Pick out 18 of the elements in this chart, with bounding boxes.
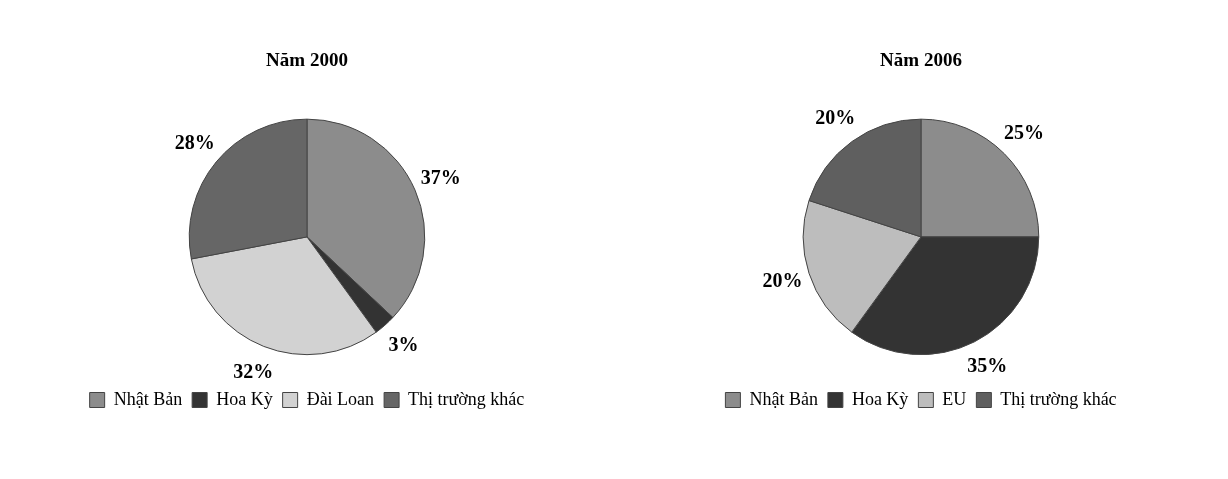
legend-label: Thị trường khác <box>408 388 525 409</box>
data-label: 37% <box>420 166 461 189</box>
data-label: 25% <box>1004 121 1045 144</box>
legend-label: EU <box>942 388 967 409</box>
data-label: 20% <box>762 269 803 292</box>
legend-label: Nhật Bản <box>749 388 818 409</box>
legend-label: Hoa Kỳ <box>851 388 909 409</box>
data-label: 28% <box>174 131 215 154</box>
data-label: 32% <box>233 359 274 382</box>
data-label: 20% <box>815 106 856 129</box>
data-label: 35% <box>967 353 1008 376</box>
legend-label: Nhật Bản <box>113 388 183 409</box>
legend-label: Thị trường khác <box>1000 388 1117 409</box>
legend-label: Đài Loan <box>306 388 375 409</box>
chart-title: Năm 2006 <box>880 49 962 71</box>
data-label: 3% <box>388 333 419 356</box>
chart-title: Năm 2000 <box>266 49 348 71</box>
legend-label: Hoa Kỳ <box>216 388 273 409</box>
